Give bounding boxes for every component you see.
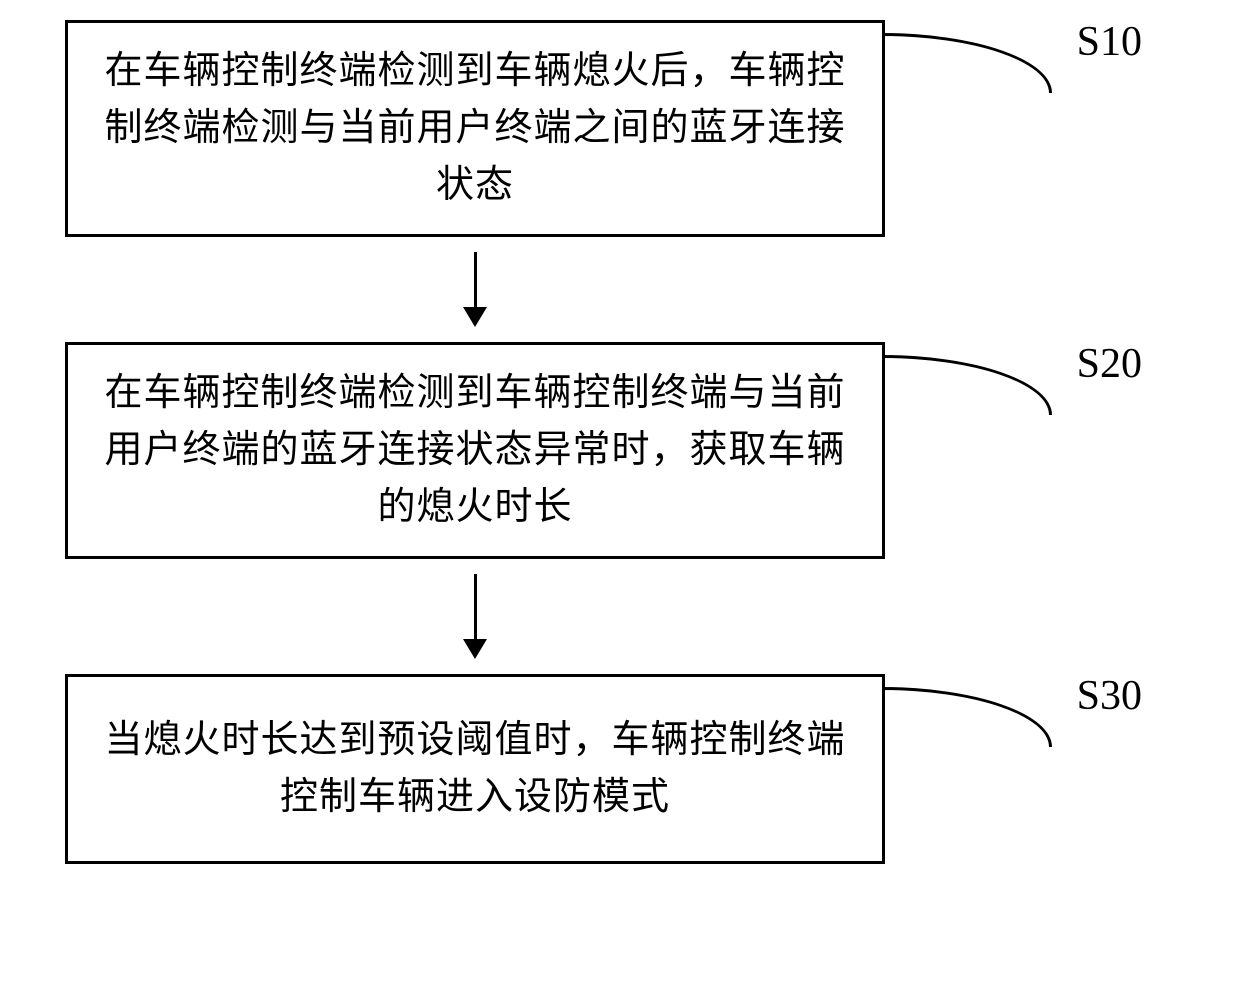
step-text-s30: 当熄火时长达到预设阈值时，车辆控制终端控制车辆进入设防模式 — [93, 712, 857, 826]
arrow-line-2 — [474, 574, 477, 639]
connector-curve — [882, 33, 1052, 93]
flowchart-container: S10 在车辆控制终端检测到车辆熄火后，车辆控制终端检测与当前用户终端之间的蓝牙… — [65, 20, 1175, 864]
step-label-s20: S20 — [1077, 340, 1142, 388]
connector-curve — [882, 355, 1052, 415]
arrow-1 — [65, 237, 885, 342]
step-label-s30: S30 — [1077, 672, 1142, 720]
step-label-s10: S10 — [1077, 18, 1142, 66]
step-box-s10: S10 在车辆控制终端检测到车辆熄火后，车辆控制终端检测与当前用户终端之间的蓝牙… — [65, 20, 885, 237]
arrow-head-2 — [463, 639, 487, 659]
step-text-s10: 在车辆控制终端检测到车辆熄火后，车辆控制终端检测与当前用户终端之间的蓝牙连接状态 — [93, 43, 857, 214]
arrow-2 — [65, 559, 885, 674]
step-text-s20: 在车辆控制终端检测到车辆控制终端与当前用户终端的蓝牙连接状态异常时，获取车辆的熄… — [93, 365, 857, 536]
connector-curve — [882, 687, 1052, 747]
arrow-head-1 — [463, 307, 487, 327]
step-box-s20: S20 在车辆控制终端检测到车辆控制终端与当前用户终端的蓝牙连接状态异常时，获取… — [65, 342, 885, 559]
arrow-line-1 — [474, 252, 477, 307]
step-box-s30: S30 当熄火时长达到预设阈值时，车辆控制终端控制车辆进入设防模式 — [65, 674, 885, 864]
